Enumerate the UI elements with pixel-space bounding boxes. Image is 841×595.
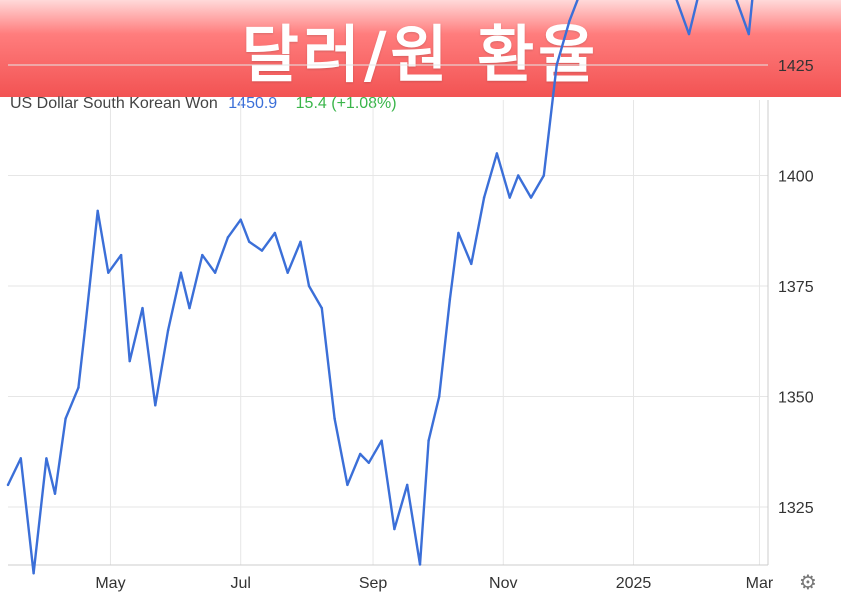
y-tick-label: 1350 [778,390,814,407]
data-point [299,240,302,243]
data-point [542,174,546,177]
x-tick-label: May [95,575,125,592]
data-point [747,32,750,36]
title-banner: 달러/원 환율 [0,0,841,97]
data-point [19,457,23,460]
y-tick-label: 1425 [778,58,814,75]
data-point [166,329,170,332]
data-point [64,417,67,420]
price-series-line [6,0,754,575]
x-tick-label: Jul [230,575,250,592]
quote-name: US Dollar South Korean Won [10,95,218,112]
data-point [333,417,336,420]
data-point [188,306,191,310]
data-point [83,329,87,332]
y-tick-label: 1400 [778,169,814,186]
data-point [508,196,511,199]
x-tick-label: Mar [746,575,774,592]
x-tick-label: 2025 [616,575,652,592]
gear-icon[interactable]: ⚙ [799,570,817,594]
data-point [406,483,409,487]
data-point [119,253,123,257]
data-point [380,439,383,442]
data-point [517,174,520,177]
data-point [248,240,251,243]
data-point [448,298,452,301]
data-point [687,32,691,36]
y-tick-label: 1375 [778,279,814,296]
data-point [438,395,441,398]
data-point [568,19,571,22]
data-point [107,271,110,274]
x-tick-label: Sep [359,575,388,592]
data-point [213,271,217,274]
data-point [286,271,289,274]
data-point [470,262,473,266]
data-point [154,404,157,407]
data-point [418,563,422,566]
data-point [179,271,183,274]
data-point [239,218,242,221]
data-point [226,236,230,239]
data-point [201,253,204,257]
data-point [393,527,396,531]
banner-title: 달러/원 환율 [241,17,600,91]
data-point [529,196,533,199]
data-point [320,306,324,310]
data-point [495,152,499,155]
data-point [6,483,10,487]
y-tick-label: 1325 [778,500,814,517]
data-point [260,249,264,252]
data-point [482,196,486,199]
data-point [96,209,99,213]
data-point [427,439,430,442]
x-tick-label: Nov [489,575,517,592]
data-point [77,386,80,389]
data-point [367,461,370,464]
data-point [128,359,131,363]
data-point [53,492,57,495]
data-point [555,63,558,67]
data-point [32,572,35,575]
data-point [359,452,362,456]
data-point [457,231,460,235]
data-point [307,284,311,288]
quote-change: 15.4 (+1.08%) [295,95,397,112]
data-point [45,457,48,460]
data-point [346,483,349,487]
data-point [273,231,277,235]
data-point [141,306,144,310]
